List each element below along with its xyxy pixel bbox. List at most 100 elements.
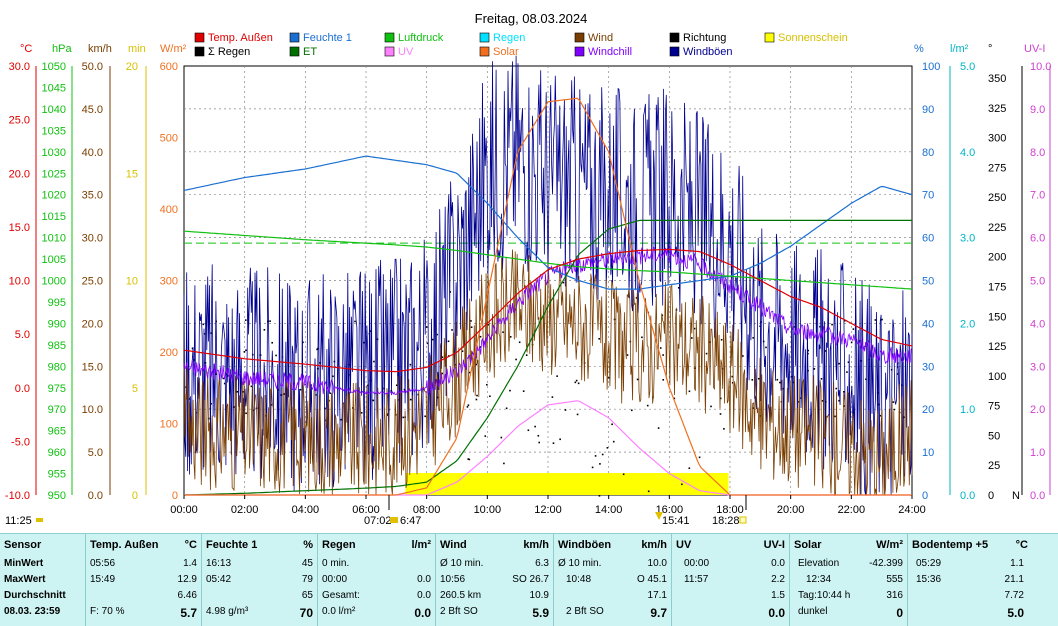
richtung-point	[518, 341, 521, 344]
richtung-point	[373, 360, 375, 363]
axis-1-tick-18: 960	[48, 447, 66, 459]
axis-7-tick-12: 50	[988, 430, 1000, 442]
richtung-point	[599, 463, 601, 465]
stats-temp-max-time: 15:49	[90, 574, 116, 585]
richtung-point	[441, 372, 444, 375]
stats-row-labels: Sensor MinWert MaxWert Durchschnitt 08.0…	[0, 534, 86, 626]
legend-swatch-9	[384, 46, 395, 57]
stats-feuchte-avg-val: 65	[301, 590, 313, 601]
richtung-point	[575, 379, 578, 382]
x-tick-label-4: 08:00	[413, 504, 441, 516]
richtung-point	[310, 384, 312, 386]
sun-icon-noon	[655, 512, 663, 520]
legend-swatch-11	[574, 46, 585, 57]
stats-feuchte-min-val: 45	[301, 558, 313, 569]
richtung-point	[475, 398, 478, 401]
richtung-point	[340, 418, 342, 421]
axis-unit-2: km/h	[88, 43, 112, 55]
stats-temp-title: Temp. Außen	[90, 539, 159, 551]
legend-label-11: Windchill	[588, 46, 632, 58]
axis-0-tick-2: 20.0	[9, 168, 30, 180]
richtung-point	[487, 323, 490, 326]
richtung-point	[896, 373, 899, 375]
richtung-point	[203, 333, 206, 335]
richtung-point	[515, 358, 517, 361]
richtung-point	[601, 453, 604, 456]
richtung-point	[710, 405, 712, 408]
legend-swatch-5	[669, 32, 680, 43]
stats-uv-unit: UV-I	[763, 539, 785, 551]
legend-swatch-1	[289, 32, 300, 43]
stats-regen-r3-label: Gesamt:	[322, 590, 360, 601]
axis-1-tick-1: 1045	[42, 82, 66, 94]
legend-label-5: Richtung	[683, 32, 726, 44]
sunshine-bar	[405, 473, 729, 495]
richtung-point	[222, 377, 225, 380]
stats-regen-r1-label: 0 min.	[322, 558, 350, 569]
axis-3-tick-0: 20	[126, 61, 138, 73]
axis-4-tick-2: 400	[160, 204, 178, 216]
richtung-point	[233, 406, 235, 408]
stats-uv-r2-label: 11:57	[684, 574, 709, 585]
richtung-point	[426, 342, 429, 345]
richtung-point	[721, 367, 724, 370]
richtung-point	[659, 347, 662, 349]
axis-5-tick-4: 60	[922, 233, 934, 245]
stats-feuchte-min-time: 16:13	[206, 558, 232, 569]
axis-1-tick-0: 1050	[42, 61, 66, 73]
richtung-point	[369, 330, 372, 332]
richtung-point	[892, 401, 895, 403]
richtung-point	[694, 367, 696, 369]
stats-solar-foot-val: 0	[896, 606, 903, 620]
stats-wind-r1-label: Ø 10 min.	[440, 558, 484, 569]
axis-8-tick-4: 6.0	[1030, 233, 1045, 245]
axis-7-tick-2: 300	[988, 133, 1006, 145]
axis-5-tick-7: 30	[922, 361, 934, 373]
richtung-point	[893, 408, 895, 411]
richtung-point	[559, 438, 561, 441]
axis-1-tick-19: 955	[48, 469, 66, 481]
x-tick-label-11: 22:00	[838, 504, 866, 516]
stats-temp: Temp. Außen °C 05:56 1.4 15:49 12.9 6.46 F:…	[86, 534, 202, 626]
legend-label-3: Regen	[493, 32, 525, 44]
richtung-point	[538, 441, 541, 444]
richtung-point	[489, 395, 491, 398]
stats-solar-unit: W/m²	[876, 539, 903, 551]
x-tick-label-2: 04:00	[292, 504, 320, 516]
richtung-point	[537, 434, 540, 437]
stats-label-date: 08.03. 23:59	[4, 606, 61, 617]
axis-7-tick-1: 325	[988, 103, 1006, 115]
richtung-point	[636, 378, 639, 381]
axis-2-tick-1: 45.0	[82, 104, 103, 116]
axis-0-tick-7: -5.0	[11, 436, 30, 448]
axis-unit-1: hPa	[52, 43, 72, 55]
legend-label-9: UV	[398, 46, 414, 58]
axis-7-tick-8: 150	[988, 311, 1006, 323]
axis-4-tick-0: 600	[160, 61, 178, 73]
axis-0-tick-0: 30.0	[9, 61, 30, 73]
richtung-point	[881, 318, 883, 321]
richtung-point	[641, 336, 643, 339]
stats-uv-foot-val: 0.0	[768, 606, 785, 620]
stats-boden-max-val: 21.1	[1004, 574, 1024, 585]
stats-temp-avg-val: 6.46	[177, 590, 197, 601]
stats-regen-unit: l/m²	[411, 539, 431, 551]
axis-1-tick-2: 1040	[42, 104, 66, 116]
richtung-point	[362, 341, 365, 344]
richtung-point	[611, 280, 613, 282]
axis-8-tick-2: 8.0	[1030, 147, 1045, 159]
axis-5-tick-6: 40	[922, 318, 934, 330]
stats-boden-avg-val: 7.72	[1004, 590, 1024, 601]
richtung-point	[723, 428, 725, 430]
series-luftdruck	[183, 230, 913, 290]
richtung-point	[662, 354, 664, 356]
richtung-point	[757, 377, 760, 380]
richtung-point	[647, 490, 650, 493]
richtung-point	[752, 407, 754, 409]
stats-regen-title: Regen	[322, 539, 356, 551]
richtung-point	[852, 328, 855, 330]
richtung-point	[850, 341, 853, 344]
axis-6-tick-3: 2.0	[960, 318, 975, 330]
richtung-point	[503, 462, 505, 465]
legend-label-0: Temp. Außen	[208, 32, 273, 44]
